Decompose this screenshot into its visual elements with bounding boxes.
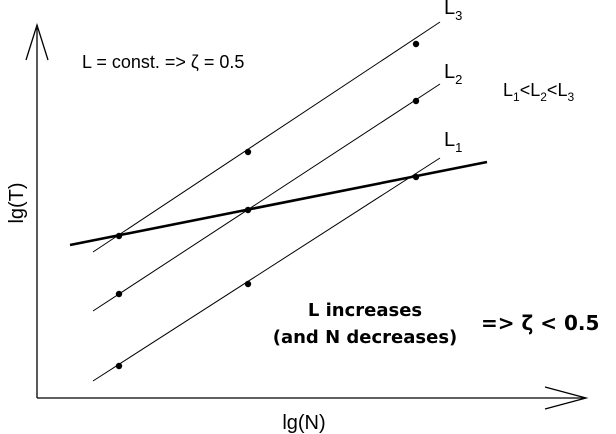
point-l3-upper [412,40,420,48]
y-axis [25,22,49,398]
point-l1-upper [412,173,420,181]
line-constant-l [69,160,488,247]
constant-rule-text: L = const. => ζ = 0.5 [82,52,244,72]
increase-text-line1: L increases [308,300,422,321]
label-l2: L2 [444,61,462,87]
result-text: => ζ < 0.5 [481,311,599,335]
point-l3-lower [115,232,123,240]
label-l3: L3 [444,0,462,23]
x-axis [37,386,589,410]
point-l2-middle [244,206,252,214]
ordering-text: L1<L2<L3 [503,80,574,104]
label-l1: L1 [444,129,462,155]
line-l1 [92,157,441,382]
data-points [115,40,420,370]
increase-text-line2: (and N decreases) [273,327,458,348]
point-l3-middle [244,148,252,156]
y-axis-label: lg(T) [6,182,28,223]
point-l2-lower [115,290,123,298]
x-axis-label: lg(N) [282,412,325,434]
line-l2 [92,83,441,312]
point-l1-middle [244,280,252,288]
line-l3 [92,21,441,253]
point-l1-lower [115,362,123,370]
point-l2-upper [412,97,420,105]
